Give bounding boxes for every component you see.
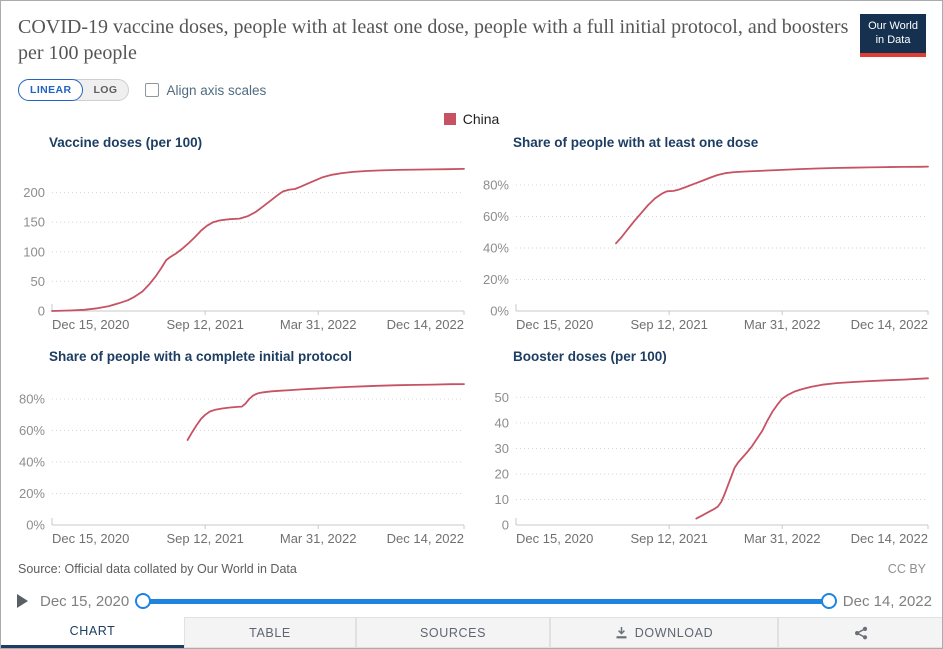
svg-text:Dec 14, 2022: Dec 14, 2022 bbox=[851, 317, 928, 332]
svg-text:80%: 80% bbox=[483, 178, 509, 193]
chart-plot-booster-doses[interactable]: 0 10 20 30 40 50 Dec 15, 2020 Sep 12, 2021 Mar 3… bbox=[482, 372, 934, 552]
chart-title-one-dose-share: Share of people with at least one dose bbox=[513, 135, 759, 150]
chart-controls: LINEAR LOG Align axis scales bbox=[18, 79, 266, 101]
scale-toggle[interactable]: LINEAR LOG bbox=[18, 79, 130, 101]
chart-title-complete-protocol-share: Share of people with a complete initial … bbox=[49, 349, 353, 364]
svg-text:Sep 12, 2021: Sep 12, 2021 bbox=[630, 317, 707, 332]
svg-text:100: 100 bbox=[23, 244, 45, 259]
legend-swatch-china bbox=[443, 113, 456, 125]
source-row: Source: Official data collated by Our Wo… bbox=[18, 562, 926, 576]
svg-text:30: 30 bbox=[495, 441, 509, 456]
svg-text:200: 200 bbox=[23, 185, 45, 200]
svg-text:Mar 31, 2022: Mar 31, 2022 bbox=[280, 317, 357, 332]
svg-text:60%: 60% bbox=[483, 209, 509, 224]
svg-text:Dec 14, 2022: Dec 14, 2022 bbox=[387, 531, 464, 546]
svg-text:50: 50 bbox=[31, 274, 45, 289]
chart-complete-protocol-share: Share of people with a complete initial … bbox=[18, 349, 470, 555]
svg-text:20%: 20% bbox=[483, 272, 509, 287]
svg-text:0: 0 bbox=[38, 304, 45, 319]
svg-text:150: 150 bbox=[23, 215, 45, 230]
share-icon bbox=[855, 626, 868, 639]
timeline-start-date[interactable]: Dec 15, 2020 bbox=[40, 592, 130, 610]
svg-text:60%: 60% bbox=[19, 423, 45, 438]
tab-chart[interactable]: CHART bbox=[1, 617, 184, 648]
legend-label-china: China bbox=[462, 111, 500, 127]
play-button[interactable] bbox=[17, 594, 28, 608]
legend: China bbox=[1, 111, 942, 127]
svg-text:Sep 12, 2021: Sep 12, 2021 bbox=[166, 531, 243, 546]
tab-share[interactable] bbox=[778, 617, 942, 648]
chart-title-booster-doses: Booster doses (per 100) bbox=[513, 349, 667, 364]
license-badge[interactable]: CC BY bbox=[887, 562, 926, 576]
svg-text:Mar 31, 2022: Mar 31, 2022 bbox=[744, 531, 821, 546]
source-note: Source: Official data collated by Our Wo… bbox=[18, 562, 297, 576]
svg-text:20: 20 bbox=[495, 466, 509, 481]
svg-text:Mar 31, 2022: Mar 31, 2022 bbox=[744, 317, 821, 332]
timeline-end-date[interactable]: Dec 14, 2022 bbox=[842, 592, 932, 610]
chart-plot-complete-protocol-share[interactable]: 0% 20% 40% 60% 80% Dec 15, 2020 Sep 12, 2021 Ma… bbox=[18, 372, 470, 552]
svg-text:0: 0 bbox=[502, 518, 509, 533]
footer-tabs: CHART TABLE SOURCES DOWNLOAD bbox=[1, 617, 942, 648]
svg-text:0%: 0% bbox=[490, 304, 509, 319]
owid-logo-line1: Our World bbox=[868, 20, 918, 32]
timeline-start-handle[interactable] bbox=[135, 593, 152, 609]
svg-text:Dec 15, 2020: Dec 15, 2020 bbox=[52, 317, 129, 332]
svg-text:80%: 80% bbox=[19, 392, 45, 407]
chart-plot-vaccine-doses[interactable]: 0 50 100 150 200 Dec 15, 2020 Sep 12, 2021 Mar … bbox=[18, 158, 470, 338]
owid-logo[interactable]: Our World in Data bbox=[860, 14, 926, 57]
svg-text:20%: 20% bbox=[19, 486, 45, 501]
tab-download[interactable]: DOWNLOAD bbox=[550, 617, 778, 648]
svg-text:Dec 15, 2020: Dec 15, 2020 bbox=[52, 531, 129, 546]
chart-vaccine-doses: Vaccine doses (per 100) 0 50 100 150 200 Dec … bbox=[18, 135, 470, 341]
chart-one-dose-share: Share of people with at least one dose 0… bbox=[482, 135, 934, 341]
svg-text:40: 40 bbox=[495, 415, 509, 430]
tab-download-label: DOWNLOAD bbox=[634, 625, 714, 640]
page-title: COVID-19 vaccine doses, people with at l… bbox=[18, 16, 849, 64]
align-axis-checkbox[interactable] bbox=[145, 83, 160, 97]
svg-text:Sep 12, 2021: Sep 12, 2021 bbox=[166, 317, 243, 332]
tab-sources[interactable]: SOURCES bbox=[356, 617, 550, 648]
align-axis-label: Align axis scales bbox=[166, 82, 267, 98]
timeline-slider[interactable] bbox=[135, 593, 837, 609]
svg-text:50: 50 bbox=[495, 390, 509, 405]
svg-text:Dec 14, 2022: Dec 14, 2022 bbox=[851, 531, 928, 546]
chart-plot-one-dose-share[interactable]: 0% 20% 40% 60% 80% Dec 15, 2020 Sep 12, 2021 Ma… bbox=[482, 158, 934, 338]
svg-text:Dec 15, 2020: Dec 15, 2020 bbox=[516, 317, 593, 332]
download-icon bbox=[616, 627, 627, 639]
timeline-end-handle[interactable] bbox=[820, 593, 837, 609]
svg-text:10: 10 bbox=[495, 492, 509, 507]
svg-text:Dec 15, 2020: Dec 15, 2020 bbox=[516, 531, 593, 546]
svg-text:40%: 40% bbox=[483, 241, 509, 256]
tab-table[interactable]: TABLE bbox=[184, 617, 356, 648]
linear-button[interactable]: LINEAR bbox=[18, 79, 84, 101]
chart-booster-doses: Booster doses (per 100) 0 10 20 30 40 50 Dec 1… bbox=[482, 349, 934, 555]
svg-text:Sep 12, 2021: Sep 12, 2021 bbox=[630, 531, 707, 546]
timeline: Dec 15, 2020 Dec 14, 2022 bbox=[17, 588, 932, 614]
align-axis-control[interactable]: Align axis scales bbox=[145, 83, 266, 98]
svg-text:Mar 31, 2022: Mar 31, 2022 bbox=[280, 531, 357, 546]
chart-title-vaccine-doses: Vaccine doses (per 100) bbox=[49, 135, 203, 150]
svg-text:40%: 40% bbox=[19, 455, 45, 470]
svg-text:0%: 0% bbox=[26, 518, 45, 533]
owid-logo-line2: in Data bbox=[875, 34, 911, 47]
log-button[interactable]: LOG bbox=[93, 84, 118, 96]
svg-text:Dec 14, 2022: Dec 14, 2022 bbox=[387, 317, 464, 332]
